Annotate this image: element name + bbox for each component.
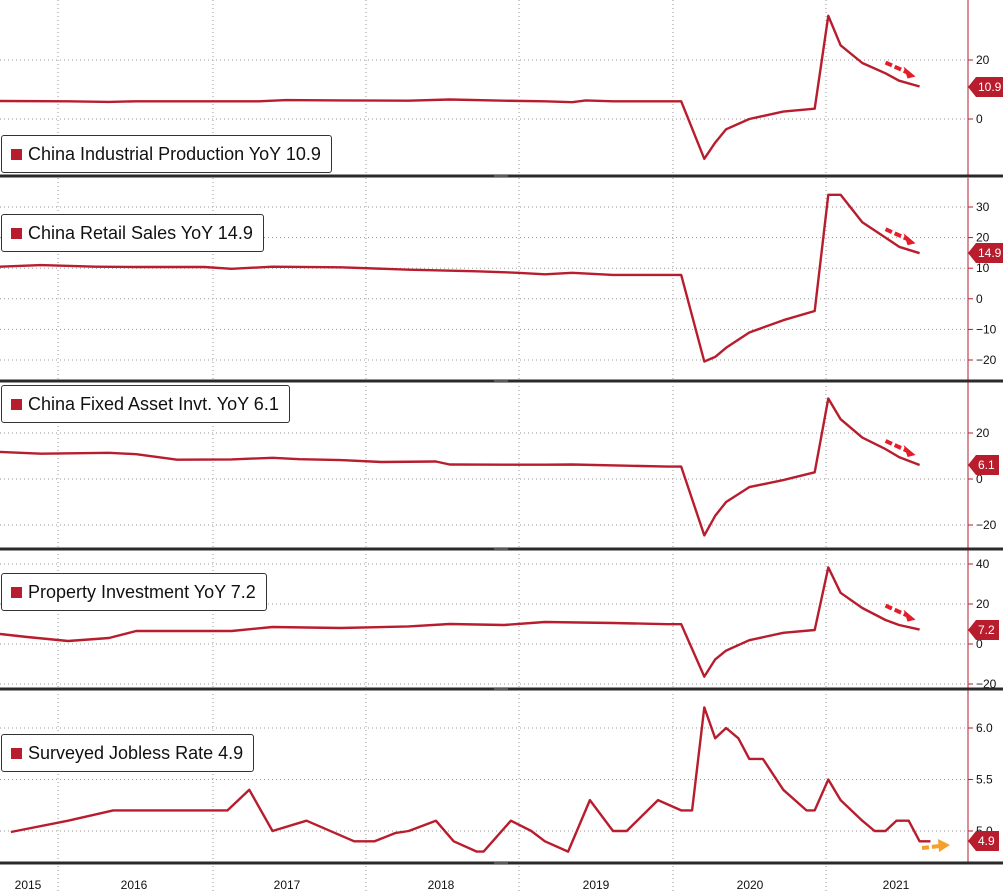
- y-tick-label: 5.5: [976, 773, 993, 787]
- y-tick-label: 0: [976, 292, 983, 306]
- value-badge-property-investment: 7.2: [968, 619, 999, 640]
- legend-label: Surveyed Jobless Rate 4.9: [28, 742, 244, 763]
- y-tick-label: 0: [976, 472, 983, 486]
- y-tick-label: 20: [976, 426, 990, 440]
- series-line-jobless-rate: [10, 706, 931, 853]
- y-tick-label: 0: [976, 112, 983, 126]
- legend-industrial-production: China Industrial Production YoY 10.9: [1, 135, 332, 173]
- trend-arrow-icon: [884, 603, 909, 618]
- y-tick-label: −10: [976, 322, 997, 336]
- y-tick-label: −20: [976, 353, 997, 367]
- x-tick-label: 2018: [428, 878, 455, 892]
- y-tick-label: 40: [976, 557, 990, 571]
- legend-swatch: [11, 227, 22, 239]
- value-badge-retail-sales: 14.9: [967, 243, 1003, 264]
- trend-arrow-head-icon: [938, 839, 950, 852]
- legend-swatch: [11, 148, 22, 160]
- trend-arrow-head-icon: [903, 66, 916, 79]
- series-line-retail-sales: [0, 193, 920, 363]
- value-badge-fixed-asset: 6.1: [968, 454, 999, 475]
- x-tick-label: 2019: [583, 878, 610, 892]
- legend-swatch: [11, 586, 22, 598]
- trend-arrow-icon: [884, 227, 909, 242]
- legend-fixed-asset: China Fixed Asset Invt. YoY 6.1: [1, 385, 290, 423]
- legend-retail-sales: China Retail Sales YoY 14.9: [1, 214, 264, 252]
- x-tick-label: 2021: [883, 878, 910, 892]
- value-badge-industrial-production: 10.9: [967, 76, 1003, 97]
- legend-label: China Fixed Asset Invt. YoY 6.1: [28, 393, 279, 414]
- y-tick-label: 10: [976, 261, 990, 275]
- series-line-industrial-production: [0, 14, 920, 161]
- y-tick-label: −20: [976, 518, 997, 532]
- series-line-property-investment: [0, 566, 920, 678]
- legend-swatch: [11, 747, 22, 759]
- trend-arrow-icon: [921, 844, 941, 850]
- x-tick-label: 2020: [737, 878, 764, 892]
- legend-label: China Industrial Production YoY 10.9: [28, 143, 321, 164]
- x-tick-label: 2017: [274, 878, 301, 892]
- trend-arrow-icon: [884, 60, 909, 75]
- series-line-fixed-asset: [0, 397, 921, 537]
- legend-label: China Retail Sales YoY 14.9: [28, 222, 253, 243]
- legend-swatch: [11, 398, 22, 410]
- trend-arrow-head-icon: [903, 233, 916, 246]
- y-tick-label: 6.0: [976, 721, 993, 735]
- trend-arrow-head-icon: [903, 444, 916, 457]
- legend-property-investment: Property Investment YoY 7.2: [1, 573, 267, 611]
- legend-jobless-rate: Surveyed Jobless Rate 4.9: [1, 734, 255, 772]
- y-tick-label: 30: [976, 200, 990, 214]
- x-tick-label: 2015: [15, 878, 42, 892]
- y-tick-label: 20: [976, 53, 990, 67]
- value-badge-jobless-rate: 4.9: [968, 831, 999, 852]
- trend-arrow-head-icon: [903, 609, 916, 622]
- y-tick-label: 0: [976, 637, 983, 651]
- trend-arrow-icon: [884, 439, 909, 453]
- legend-label: Property Investment YoY 7.2: [28, 581, 256, 602]
- x-tick-label: 2016: [121, 878, 148, 892]
- y-tick-label: 20: [976, 231, 990, 245]
- y-tick-label: 20: [976, 597, 990, 611]
